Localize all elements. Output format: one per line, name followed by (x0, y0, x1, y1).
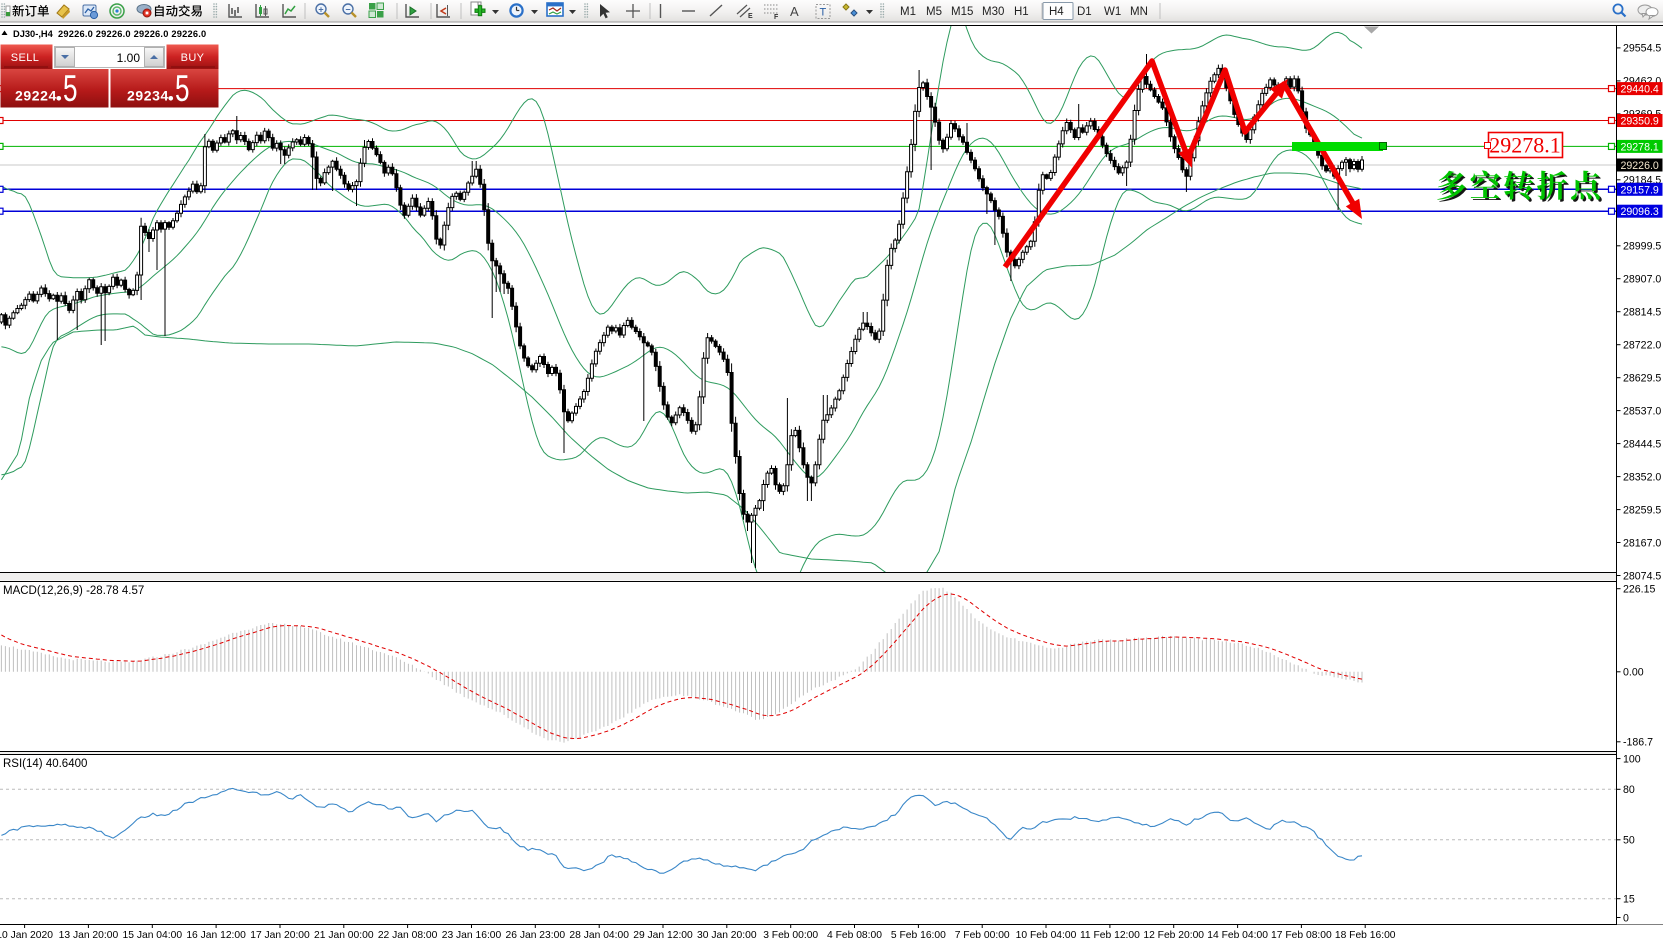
svg-text:226.15: 226.15 (1623, 584, 1656, 596)
svg-text:28259.5: 28259.5 (1623, 504, 1661, 516)
svg-text:3 Feb 00:00: 3 Feb 00:00 (763, 930, 818, 941)
svg-text:5 Feb 16:00: 5 Feb 16:00 (891, 930, 946, 941)
svg-text:18 Feb 16:00: 18 Feb 16:00 (1335, 930, 1396, 941)
svg-text:M30: M30 (982, 6, 1004, 18)
svg-text:22 Jan 08:00: 22 Jan 08:00 (378, 930, 438, 941)
svg-text:12 Feb 20:00: 12 Feb 20:00 (1143, 930, 1204, 941)
svg-text:E: E (748, 13, 753, 20)
svg-text:29278.1: 29278.1 (1621, 141, 1659, 153)
svg-text:28907.0: 28907.0 (1623, 274, 1661, 286)
svg-text:4 Feb 08:00: 4 Feb 08:00 (827, 930, 882, 941)
svg-text:DJ30-,H4: DJ30-,H4 (13, 29, 54, 39)
svg-text:10 Jan 2020: 10 Jan 2020 (0, 930, 53, 941)
svg-text:28722.0: 28722.0 (1623, 340, 1661, 352)
svg-text:−: − (345, 4, 350, 14)
svg-text:10 Feb 04:00: 10 Feb 04:00 (1016, 930, 1077, 941)
svg-text:H4: H4 (1049, 6, 1064, 18)
svg-text:5: 5 (63, 68, 78, 109)
svg-text:13 Jan 20:00: 13 Jan 20:00 (59, 930, 119, 941)
svg-text:H1: H1 (1014, 6, 1029, 18)
svg-text:SELL: SELL (11, 52, 40, 64)
svg-text:23 Jan 16:00: 23 Jan 16:00 (442, 930, 502, 941)
svg-text:11 Feb 12:00: 11 Feb 12:00 (1080, 930, 1140, 941)
svg-text:MN: MN (1130, 6, 1148, 18)
svg-text:29 Jan 12:00: 29 Jan 12:00 (633, 930, 693, 941)
svg-text:80: 80 (1623, 784, 1635, 796)
svg-text:W1: W1 (1104, 6, 1121, 18)
svg-text:28 Jan 04:00: 28 Jan 04:00 (569, 930, 629, 941)
svg-text:F: F (774, 14, 779, 21)
svg-text:0: 0 (1623, 912, 1629, 924)
svg-text:29096.3: 29096.3 (1621, 206, 1659, 218)
svg-text:17 Feb 08:00: 17 Feb 08:00 (1271, 930, 1332, 941)
svg-text:29157.9: 29157.9 (1621, 184, 1659, 196)
svg-text:29226.0: 29226.0 (1621, 160, 1659, 172)
svg-text:1.00: 1.00 (117, 51, 141, 65)
svg-text:M1: M1 (900, 6, 916, 18)
svg-text:RSI(14) 40.6400: RSI(14) 40.6400 (3, 758, 87, 770)
svg-text:BUY: BUY (181, 52, 205, 64)
svg-text:28999.5: 28999.5 (1623, 241, 1661, 253)
svg-text:29350.9: 29350.9 (1621, 116, 1659, 128)
svg-text:21 Jan 00:00: 21 Jan 00:00 (314, 930, 374, 941)
svg-text:0.00: 0.00 (1623, 667, 1644, 679)
svg-text:15 Jan 04:00: 15 Jan 04:00 (123, 930, 183, 941)
svg-text:T: T (820, 7, 827, 19)
svg-text:26 Jan 23:00: 26 Jan 23:00 (506, 930, 566, 941)
svg-text:28167.0: 28167.0 (1623, 537, 1661, 549)
svg-text:M5: M5 (926, 6, 942, 18)
svg-text:M15: M15 (951, 6, 973, 18)
svg-text:MACD(12,26,9) -28.78 4.57: MACD(12,26,9) -28.78 4.57 (3, 585, 144, 597)
svg-text:28444.5: 28444.5 (1623, 438, 1661, 450)
svg-text:29226.0 29226.0 29226.0 29226.: 29226.0 29226.0 29226.0 29226.0 (58, 29, 206, 39)
svg-text:14 Feb 04:00: 14 Feb 04:00 (1207, 930, 1268, 941)
svg-text:5: 5 (175, 68, 190, 109)
svg-text:28814.5: 28814.5 (1623, 307, 1661, 319)
svg-text:28629.5: 28629.5 (1623, 373, 1661, 385)
svg-text:29278.1: 29278.1 (1489, 133, 1561, 158)
svg-text:28537.0: 28537.0 (1623, 405, 1661, 417)
svg-text:50: 50 (1623, 835, 1635, 847)
svg-text:30 Jan 20:00: 30 Jan 20:00 (697, 930, 757, 941)
svg-text:29440.4: 29440.4 (1621, 84, 1659, 96)
svg-text:15: 15 (1623, 894, 1635, 906)
svg-text:-186.7: -186.7 (1623, 737, 1653, 749)
svg-text:29554.5: 29554.5 (1623, 43, 1661, 55)
svg-text:16 Jan 12:00: 16 Jan 12:00 (186, 930, 246, 941)
svg-text:D1: D1 (1077, 6, 1092, 18)
svg-text:29224: 29224 (15, 88, 57, 104)
svg-text:7 Feb 00:00: 7 Feb 00:00 (955, 930, 1010, 941)
svg-text:100: 100 (1623, 753, 1641, 765)
svg-text:29234: 29234 (127, 88, 169, 104)
svg-text:+: + (318, 4, 323, 14)
svg-text:28352.0: 28352.0 (1623, 471, 1661, 483)
svg-text:A: A (790, 4, 799, 19)
svg-text:17 Jan 20:00: 17 Jan 20:00 (250, 930, 310, 941)
svg-text:28074.5: 28074.5 (1623, 570, 1661, 582)
